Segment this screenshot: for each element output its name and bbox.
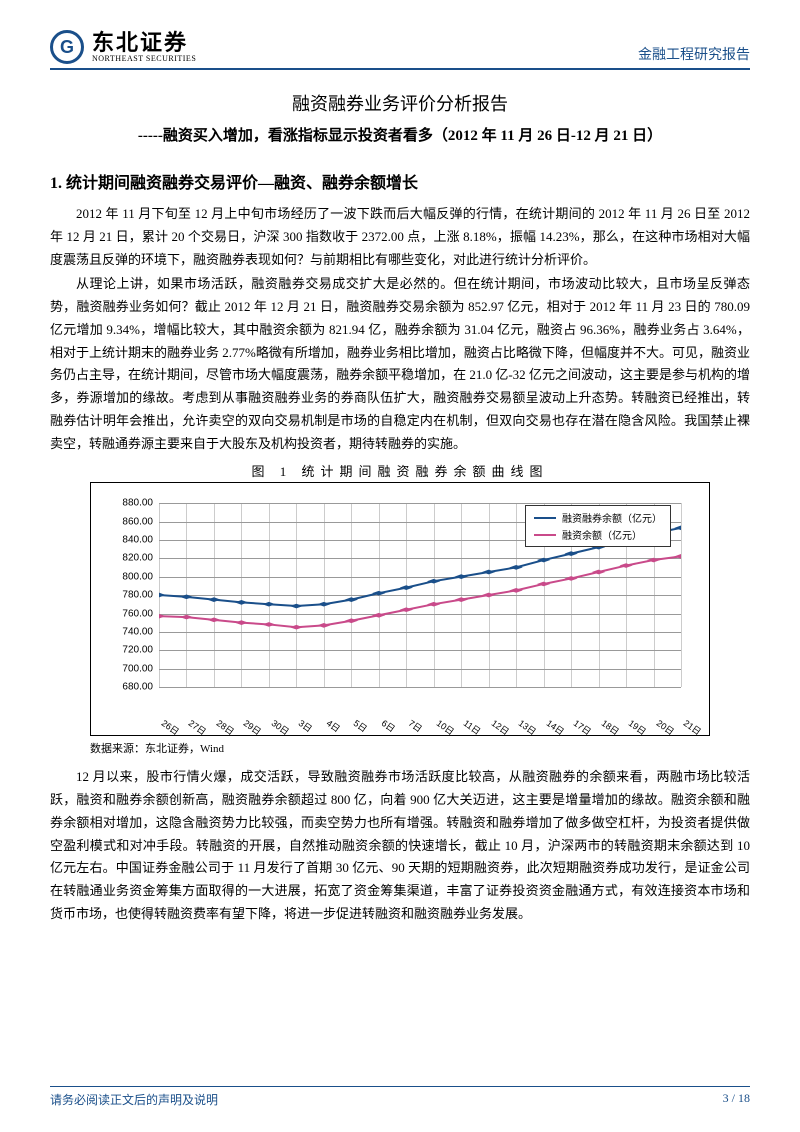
chart-marker	[235, 600, 248, 605]
y-tick: 820.00	[122, 553, 153, 564]
y-tick: 800.00	[122, 571, 153, 582]
y-tick: 780.00	[122, 590, 153, 601]
legend-item-1: 融资余额（亿元）	[534, 526, 662, 543]
section-1-para-3: 12 月以来，股市行情火爆，成交活跃，导致融资融券市场活跃度比较高，从融资融券的…	[50, 766, 750, 925]
y-tick: 880.00	[122, 498, 153, 509]
legend-swatch-0	[534, 517, 556, 519]
chart-marker	[290, 625, 303, 630]
chart-marker	[159, 593, 166, 598]
legend-item-0: 融资融券余额（亿元）	[534, 509, 662, 526]
x-tick: 29日	[241, 717, 264, 739]
figure-1-caption: 图 1 统计期间融资融券余额曲线图	[50, 461, 750, 480]
chart-marker	[159, 614, 166, 619]
chart-x-axis: 26日27日28日29日30日3日4日5日6日7日10日11日12日13日14日…	[159, 689, 681, 727]
chart-inner: 680.00 700.00 720.00 740.00 760.00 780.00 800.…	[109, 497, 691, 727]
x-tick: 26日	[159, 717, 182, 739]
grid-line-v	[681, 503, 682, 687]
logo-icon: G	[50, 30, 84, 64]
y-tick: 760.00	[122, 608, 153, 619]
x-tick: 6日	[379, 717, 398, 736]
x-tick: 18日	[599, 717, 622, 739]
y-tick: 680.00	[122, 682, 153, 693]
x-tick: 19日	[626, 717, 649, 739]
chart-series-1	[159, 557, 681, 628]
x-tick: 21日	[681, 717, 704, 739]
figure-1-chart-box: 680.00 700.00 720.00 740.00 760.00 780.00 800.…	[90, 482, 710, 736]
report-type-label: 金融工程研究报告	[638, 44, 750, 64]
y-tick: 840.00	[122, 535, 153, 546]
page: G 东北证券 NORTHEAST SECURITIES 金融工程研究报告 融资融…	[0, 0, 800, 1132]
x-tick: 14日	[544, 717, 567, 739]
chart-marker	[180, 595, 193, 600]
footer-bar: 请务必阅读正文后的声明及说明 3 / 18	[50, 1086, 750, 1108]
document-subtitle: -----融资买入增加，看涨指标显示投资者看多（2012 年 11 月 26 日…	[50, 124, 750, 145]
legend-swatch-1	[534, 534, 556, 536]
chart-marker	[207, 618, 220, 623]
x-tick: 28日	[214, 717, 237, 739]
footer-disclaimer: 请务必阅读正文后的声明及说明	[50, 1091, 218, 1108]
x-tick: 4日	[324, 717, 343, 736]
header-bar: G 东北证券 NORTHEAST SECURITIES 金融工程研究报告	[50, 30, 750, 70]
legend-label-0: 融资融券余额（亿元）	[562, 510, 662, 525]
legend-label-1: 融资余额（亿元）	[562, 527, 642, 542]
chart-plot-area: 融资融券余额（亿元） 融资余额（亿元）	[159, 503, 681, 687]
x-tick: 11日	[461, 717, 483, 738]
y-tick: 860.00	[122, 516, 153, 527]
x-tick: 27日	[186, 717, 209, 739]
y-tick: 740.00	[122, 627, 153, 638]
chart-marker	[235, 621, 248, 626]
chart-legend: 融资融券余额（亿元） 融资余额（亿元）	[525, 505, 671, 547]
company-name-cn: 东北证券	[92, 31, 196, 55]
y-tick: 700.00	[122, 663, 153, 674]
logo-group: G 东北证券 NORTHEAST SECURITIES	[50, 30, 196, 64]
chart-marker	[290, 604, 303, 609]
chart-y-axis: 680.00700.00720.00740.00760.00780.00800.…	[109, 503, 157, 687]
figure-1-data-source: 数据来源：东北证券，Wind	[90, 740, 710, 756]
x-tick: 5日	[351, 717, 370, 736]
chart-marker	[207, 598, 220, 603]
x-tick: 12日	[489, 717, 512, 739]
y-tick: 720.00	[122, 645, 153, 656]
logo-text: 东北证券 NORTHEAST SECURITIES	[92, 31, 196, 64]
chart-marker	[262, 602, 275, 607]
x-tick: 7日	[406, 717, 425, 736]
x-tick: 20日	[654, 717, 677, 739]
x-tick: 3日	[296, 717, 315, 736]
document-title: 融资融券业务评价分析报告	[50, 90, 750, 116]
chart-marker	[262, 622, 275, 627]
company-name-en: NORTHEAST SECURITIES	[92, 55, 196, 64]
section-1-para-2: 从理论上讲，如果市场活跃，融资融券交易成交扩大是必然的。但在统计期间，市场波动比…	[50, 273, 750, 455]
grid-line-h	[159, 687, 681, 688]
section-1-heading: 1. 统计期间融资融券交易评价—融资、融券余额增长	[50, 169, 750, 193]
chart-marker	[180, 615, 193, 620]
x-tick: 30日	[269, 717, 292, 739]
section-1-para-1: 2012 年 11 月下旬至 12 月上中旬市场经历了一波下跌而后大幅反弹的行情…	[50, 203, 750, 271]
x-tick: 10日	[434, 717, 457, 739]
x-tick: 13日	[516, 717, 539, 739]
x-tick: 17日	[571, 717, 594, 739]
footer-page-number: 3 / 18	[723, 1091, 750, 1108]
